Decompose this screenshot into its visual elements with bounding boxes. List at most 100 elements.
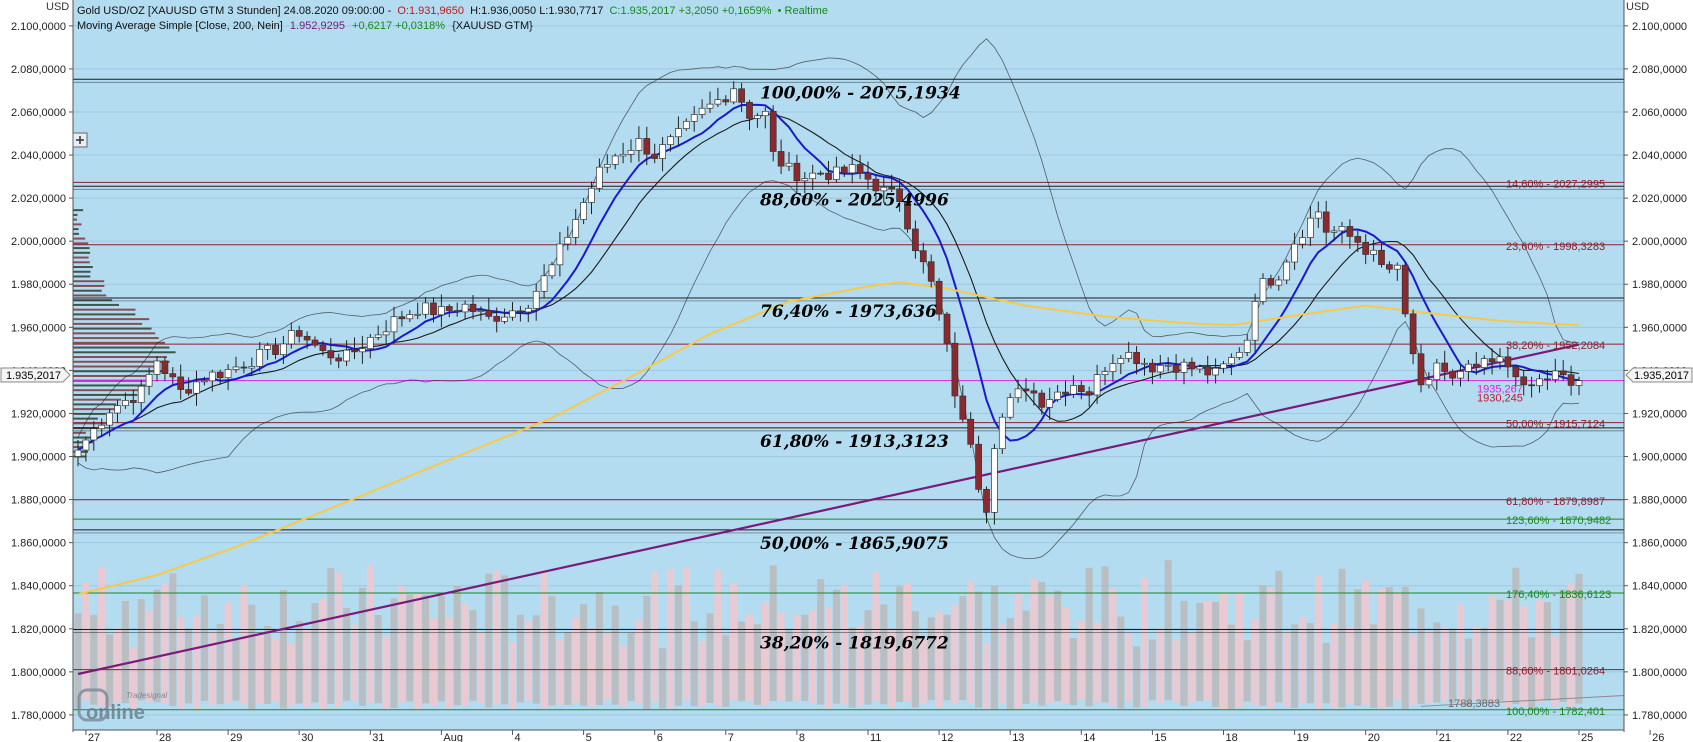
volume-bar	[730, 583, 738, 701]
candle	[129, 389, 137, 415]
candle-body-bear	[272, 345, 279, 355]
volume-profile-bar	[73, 299, 113, 302]
ytick-label-right: 1.860,0000	[1632, 538, 1687, 550]
candles[interactable]	[74, 81, 1583, 525]
candle-body-bull	[1575, 380, 1583, 386]
fib-label-left: 100,00% - 2075,1934	[760, 83, 961, 103]
candle-body-bull	[501, 316, 508, 322]
candle	[1062, 380, 1069, 407]
candle	[532, 283, 540, 321]
candle-body-bull	[690, 114, 698, 122]
candle-body-bull	[785, 162, 793, 167]
volume-profile-bar	[73, 228, 79, 231]
candle-body-bear	[485, 310, 493, 317]
volume-bar	[674, 585, 682, 706]
header-line-2: Moving Average Simple [Close, 200, Nein]…	[77, 20, 533, 32]
candle	[509, 302, 516, 321]
candle	[351, 337, 358, 360]
candle-body-bull	[1457, 371, 1464, 379]
volume-bar	[248, 604, 256, 710]
candle-body-bull	[1109, 363, 1117, 372]
volume-bar	[998, 624, 1006, 704]
fib-label-right: 14,60% - 2027,2995	[1506, 178, 1605, 190]
candle	[445, 304, 453, 318]
candle	[1046, 387, 1054, 421]
volume-bar	[1559, 589, 1567, 702]
candle-body-bull	[1338, 226, 1346, 232]
candle	[1212, 358, 1219, 384]
candle	[967, 412, 975, 449]
volume-bar	[287, 643, 295, 706]
ytick-label-left: 1.840,0000	[11, 581, 66, 593]
candle-body-bull	[1164, 364, 1172, 367]
candle	[398, 310, 406, 327]
volume-bar	[398, 586, 406, 703]
crosshair-tool-icon[interactable]	[72, 132, 88, 148]
volume-profile-bar	[73, 360, 170, 363]
xtick-label: 21	[1439, 732, 1451, 742]
candle-body-bear	[1504, 356, 1512, 368]
candle-body-bull	[477, 310, 485, 312]
volume-bar	[935, 611, 943, 708]
price-badge-left: 1.935,2017	[0, 367, 71, 383]
candle-body-bear	[975, 443, 982, 490]
volume-bar	[1575, 573, 1583, 704]
currency-label-left: USD	[46, 1, 69, 13]
candle-body-bull	[754, 115, 761, 119]
ytick-label-left: 2.040,0000	[11, 150, 66, 162]
volume-bar	[1543, 602, 1551, 701]
volume-bar	[461, 603, 469, 707]
xtick-label: 14	[1083, 732, 1095, 742]
candle-body-bull	[461, 303, 469, 313]
candle	[1125, 341, 1133, 363]
volume-profile-bar	[73, 318, 150, 321]
volume-bar	[990, 585, 998, 710]
candle-body-bull	[1093, 374, 1101, 396]
candle-body-bull	[1251, 301, 1259, 341]
volume-profile-bar	[73, 294, 107, 297]
header-close: C:1.935,2017 +3,2050 +0,1659%	[609, 5, 771, 17]
volume-profile-bar	[73, 223, 82, 226]
ytick-label-right: 1.780,0000	[1632, 710, 1687, 722]
volume-bar	[951, 604, 959, 705]
fib-level-lines	[73, 78, 1624, 711]
volume-bar	[319, 598, 327, 709]
volume-bar	[1425, 631, 1433, 704]
candle-body-bear	[177, 376, 185, 390]
volume-bar	[153, 589, 161, 703]
candle-body-bull	[359, 348, 366, 353]
fib-label-right: 123,60% - 1870,9482	[1506, 515, 1611, 527]
candle-body-bear	[319, 344, 327, 351]
fib-label-left: 38,20% - 1819,6772	[760, 633, 949, 653]
candle-body-bull	[998, 416, 1006, 450]
candle-body-bull	[1259, 278, 1267, 302]
volume-bar	[1022, 610, 1030, 704]
volume-bar	[224, 602, 232, 704]
candle-body-bear	[1362, 242, 1370, 255]
candle-body-bull	[98, 424, 106, 430]
volume-bar	[1480, 628, 1488, 701]
volume-bar	[295, 621, 303, 704]
volume-bar	[943, 614, 951, 701]
candle	[1575, 376, 1583, 396]
ytick-label-left: 1.800,0000	[11, 667, 66, 679]
candle	[611, 153, 619, 170]
volume-bar	[611, 605, 619, 705]
volume-bar	[335, 572, 343, 709]
candle-body-bull	[1275, 279, 1283, 286]
candle-body-bear	[1449, 371, 1456, 379]
candle	[848, 154, 856, 184]
candle-body-bull	[635, 138, 643, 151]
candle	[193, 370, 200, 406]
volume-bar	[327, 567, 335, 704]
volume-bar	[880, 604, 888, 705]
volume-bar	[343, 607, 351, 701]
volume-bar	[698, 641, 706, 707]
candle	[1243, 334, 1251, 357]
candle-body-bear	[1346, 226, 1354, 237]
fib-label-right: 61,80% - 1879,8987	[1506, 496, 1605, 508]
xtick-label: 26	[1652, 732, 1664, 742]
candle	[1551, 358, 1559, 383]
candle	[185, 377, 192, 396]
